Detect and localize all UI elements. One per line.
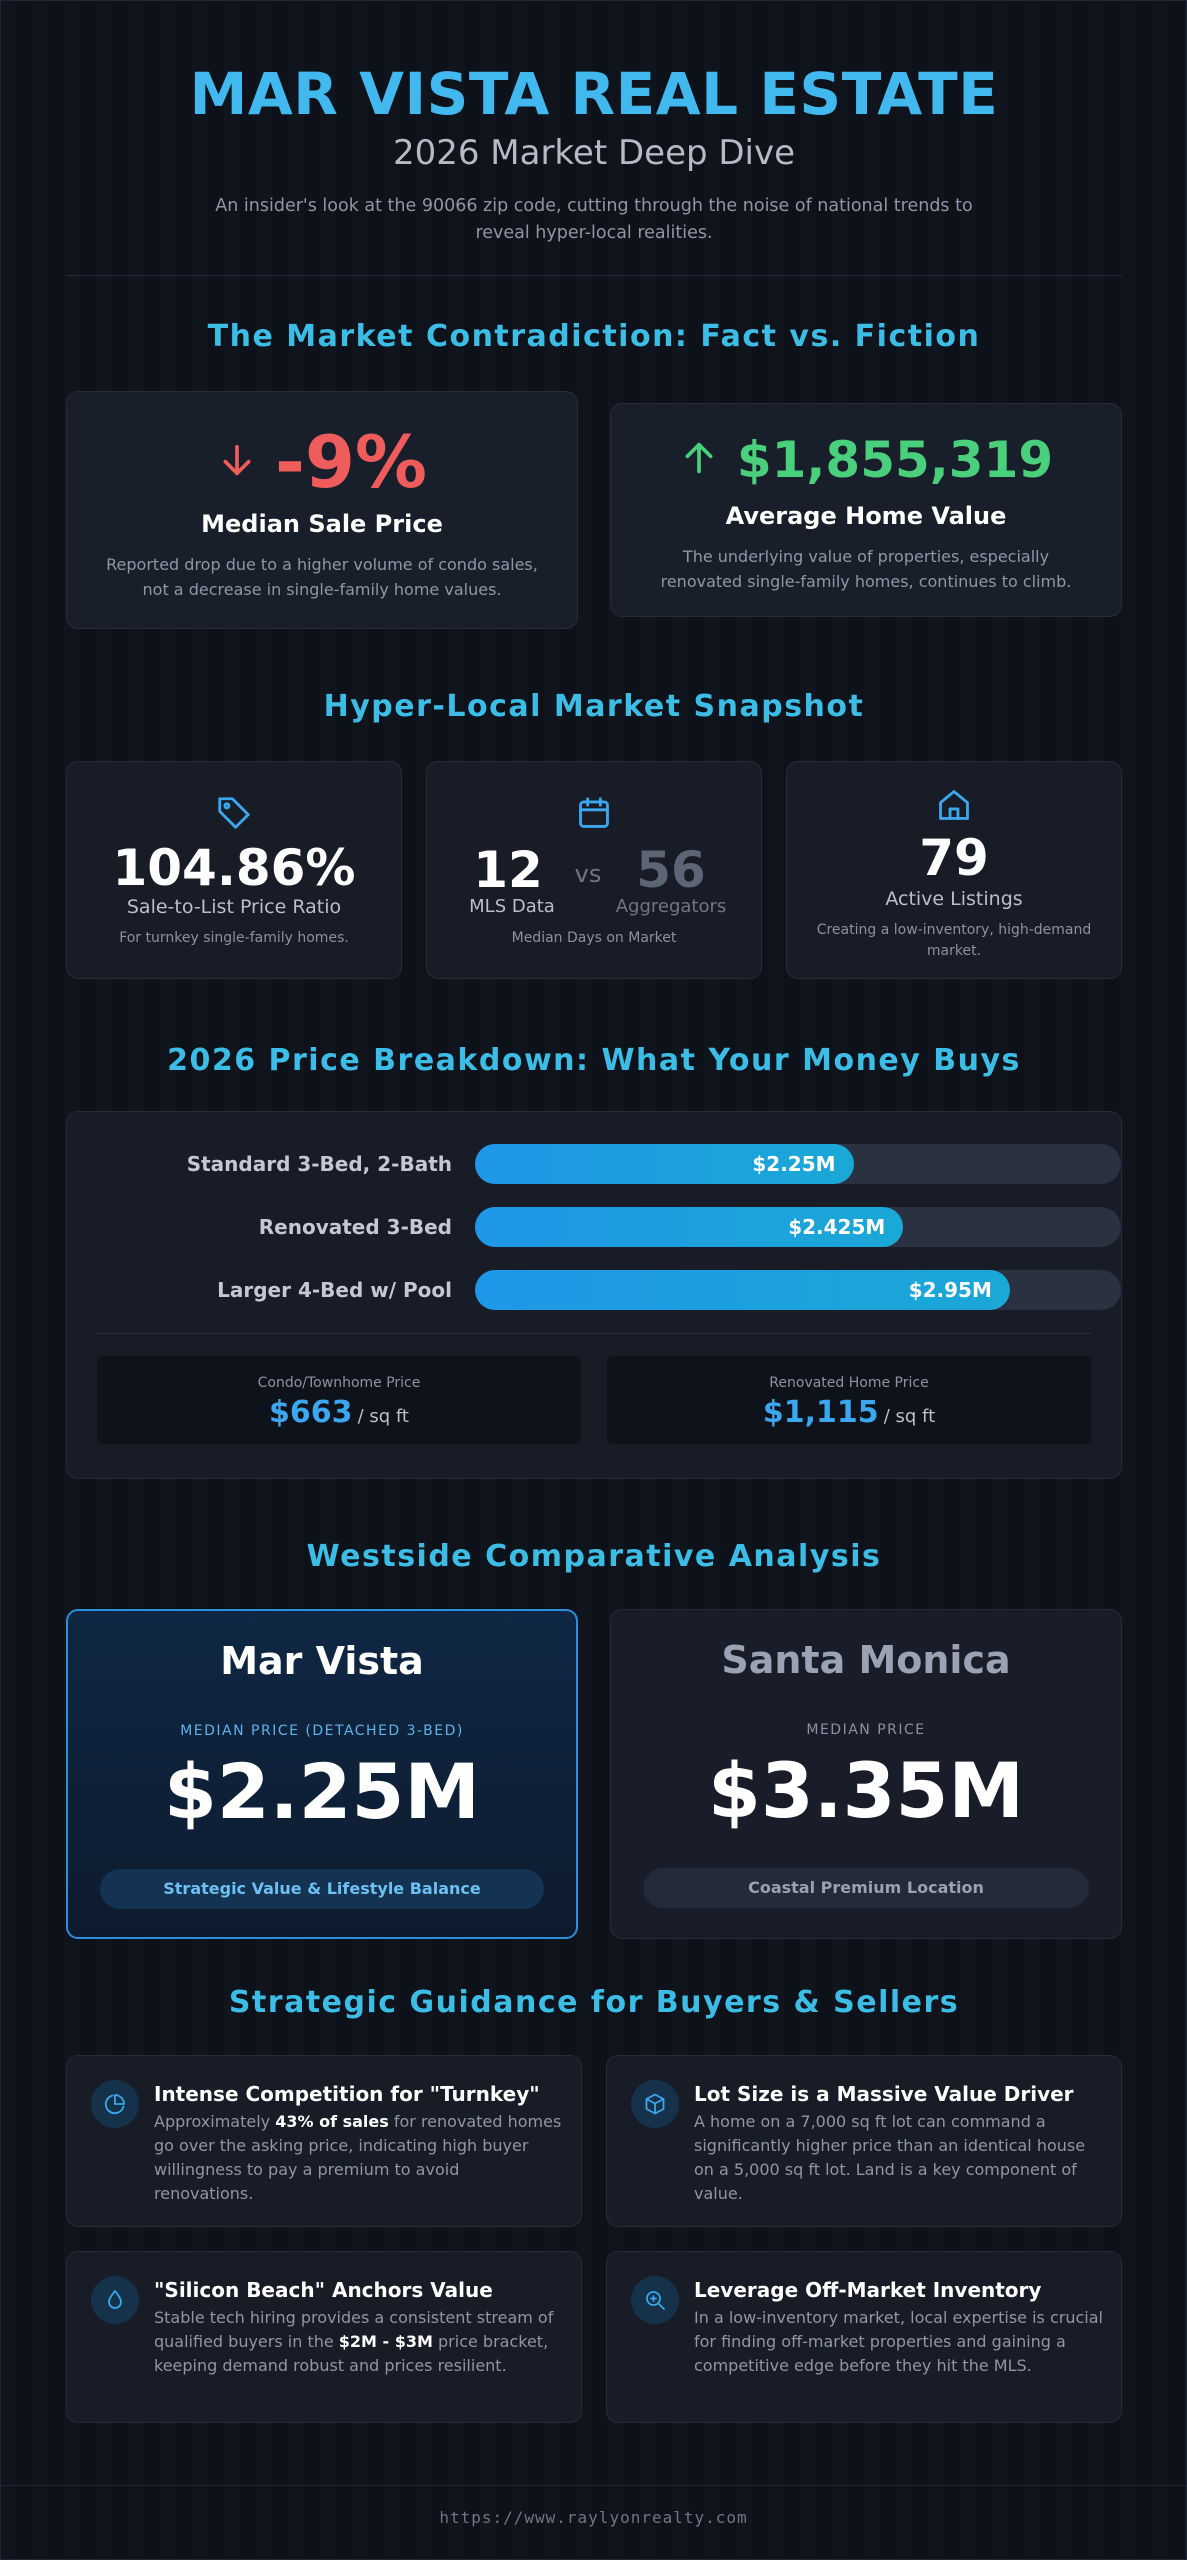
guidance-title: Lot Size is a Massive Value Driver bbox=[694, 2082, 1074, 2106]
condo-price-value: $663 bbox=[269, 1395, 353, 1430]
condo-price-unit: / sq ft bbox=[357, 1406, 409, 1427]
days-on-market-note: Median Days on Market bbox=[511, 930, 677, 946]
section-title-snapshot: Hyper-Local Market Snapshot bbox=[323, 689, 865, 724]
bar-label: Larger 4-Bed w/ Pool bbox=[217, 1278, 452, 1302]
aggregator-days-value: 56 bbox=[636, 841, 706, 899]
section-title-breakdown: 2026 Price Breakdown: What Your Money Bu… bbox=[167, 1043, 1021, 1078]
renovated-price-per-sqft: Renovated Home Price $1,115 / sq ft bbox=[607, 1356, 1091, 1444]
mls-days-value: 12 bbox=[473, 841, 543, 899]
mar-vista-caption: MEDIAN PRICE (DETACHED 3-BED) bbox=[180, 1723, 464, 1739]
tag-icon bbox=[215, 794, 253, 836]
bar-row-standard: Standard 3-Bed, 2-Bath $2.25M bbox=[97, 1144, 1121, 1184]
guidance-card-competition: Intense Competition for "Turnkey" Approx… bbox=[66, 2055, 582, 2227]
vs-label: vs bbox=[574, 860, 602, 888]
search-icon bbox=[631, 2276, 679, 2324]
bar-track: $2.95M bbox=[475, 1270, 1121, 1310]
bar-label: Renovated 3-Bed bbox=[258, 1215, 452, 1239]
footer-url[interactable]: https://www.raylyonrealty.com bbox=[439, 2508, 748, 2527]
santa-monica-tag: Coastal Premium Location bbox=[643, 1868, 1089, 1908]
breakdown-divider bbox=[97, 1333, 1091, 1334]
mar-vista-card: Mar Vista MEDIAN PRICE (DETACHED 3-BED) … bbox=[66, 1609, 578, 1939]
pie-chart-icon bbox=[91, 2080, 139, 2128]
aggregators-label: Aggregators bbox=[615, 896, 727, 917]
mar-vista-price: $2.25M bbox=[163, 1747, 481, 1836]
intro-text: An insider's look at the 90066 zip code,… bbox=[215, 196, 973, 243]
median-sale-price-text: Reported drop due to a higher volume of … bbox=[106, 555, 538, 599]
sale-to-list-label: Sale-to-List Price Ratio bbox=[126, 896, 342, 918]
mar-vista-tag: Strategic Value & Lifestyle Balance bbox=[100, 1869, 544, 1909]
condo-price-label: Condo/Townhome Price bbox=[257, 1375, 421, 1391]
page-subtitle: 2026 Market Deep Dive bbox=[392, 133, 796, 173]
guidance-card-off-market: Leverage Off-Market Inventory In a low-i… bbox=[606, 2251, 1122, 2423]
section-title-contradiction: The Market Contradiction: Fact vs. Ficti… bbox=[207, 319, 981, 354]
condo-price-per-sqft: Condo/Townhome Price $663 / sq ft bbox=[97, 1356, 581, 1444]
santa-monica-price: $3.35M bbox=[707, 1746, 1025, 1835]
guidance-title: Leverage Off-Market Inventory bbox=[694, 2278, 1042, 2302]
arrow-down-icon bbox=[217, 440, 257, 484]
footer-divider bbox=[1, 2485, 1186, 2486]
guidance-text: A home on a 7,000 sq ft lot can command … bbox=[694, 2112, 1086, 2203]
bar-fill: $2.425M bbox=[475, 1207, 904, 1247]
bar-value: $2.95M bbox=[908, 1278, 992, 1302]
droplet-icon bbox=[91, 2276, 139, 2324]
guidance-text: Approximately 43% of sales for renovated… bbox=[154, 2112, 562, 2203]
days-on-market-card: 12 vs 56 MLS Data Aggregators Median Day… bbox=[426, 761, 762, 979]
mar-vista-name: Mar Vista bbox=[220, 1639, 424, 1683]
bar-value: $2.25M bbox=[752, 1152, 836, 1176]
guidance-title: Intense Competition for "Turnkey" bbox=[154, 2082, 540, 2106]
active-listings-value: 79 bbox=[919, 829, 989, 887]
bar-value: $2.425M bbox=[788, 1215, 886, 1239]
santa-monica-card: Santa Monica MEDIAN PRICE $3.35M Coastal… bbox=[610, 1609, 1122, 1939]
section-title-guidance: Strategic Guidance for Buyers & Sellers bbox=[228, 1985, 960, 2020]
section-title-comparative: Westside Comparative Analysis bbox=[306, 1539, 882, 1574]
active-listings-note: Creating a low-inventory, high-demand ma… bbox=[816, 922, 1092, 959]
bar-fill: $2.25M bbox=[475, 1144, 854, 1184]
active-listings-label: Active Listings bbox=[885, 888, 1023, 910]
guidance-card-lot-size: Lot Size is a Massive Value Driver A hom… bbox=[606, 2055, 1122, 2227]
average-home-value-text: The underlying value of properties, espe… bbox=[660, 547, 1072, 591]
sale-to-list-card: 104.86% Sale-to-List Price Ratio For tur… bbox=[66, 761, 402, 979]
average-home-value-card: $1,855,319 Average Home Value The underl… bbox=[610, 403, 1122, 617]
bar-row-renovated: Renovated 3-Bed $2.425M bbox=[97, 1207, 1121, 1247]
arrow-up-icon bbox=[679, 438, 719, 482]
average-home-value-heading: Average Home Value bbox=[725, 502, 1007, 530]
bar-row-larger: Larger 4-Bed w/ Pool $2.95M bbox=[97, 1270, 1121, 1310]
guidance-card-silicon-beach: "Silicon Beach" Anchors Value Stable tec… bbox=[66, 2251, 582, 2423]
santa-monica-name: Santa Monica bbox=[721, 1638, 1011, 1682]
bar-track: $2.25M bbox=[475, 1144, 1121, 1184]
page-header: MAR VISTA REAL ESTATE 2026 Market Deep D… bbox=[66, 59, 1122, 247]
mls-data-label: MLS Data bbox=[469, 896, 555, 917]
bar-label: Standard 3-Bed, 2-Bath bbox=[186, 1152, 452, 1176]
sale-to-list-value: 104.86% bbox=[112, 839, 356, 897]
guidance-title: "Silicon Beach" Anchors Value bbox=[154, 2278, 493, 2302]
brand-title: MAR VISTA REAL ESTATE bbox=[189, 60, 999, 128]
header-divider bbox=[66, 275, 1122, 276]
sale-to-list-note: For turnkey single-family homes. bbox=[119, 930, 349, 946]
guidance-text: In a low-inventory market, local experti… bbox=[694, 2308, 1103, 2375]
guidance-text: Stable tech hiring provides a consistent… bbox=[154, 2308, 554, 2375]
average-home-value: $1,855,319 bbox=[736, 431, 1054, 489]
cube-icon bbox=[631, 2080, 679, 2128]
price-breakdown-card: Standard 3-Bed, 2-Bath $2.25M Renovated … bbox=[66, 1111, 1122, 1479]
renovated-price-unit: / sq ft bbox=[883, 1406, 936, 1427]
median-sale-price-card: -9% Median Sale Price Reported drop due … bbox=[66, 391, 578, 629]
bar-track: $2.425M bbox=[475, 1207, 1121, 1247]
home-icon bbox=[935, 786, 973, 828]
renovated-price-value: $1,115 bbox=[762, 1395, 879, 1430]
calendar-icon bbox=[575, 794, 613, 836]
median-sale-price-heading: Median Sale Price bbox=[201, 510, 443, 538]
median-sale-price-change: -9% bbox=[274, 420, 428, 504]
bar-fill: $2.95M bbox=[475, 1270, 1010, 1310]
active-listings-card: 79 Active Listings Creating a low-invent… bbox=[786, 761, 1122, 979]
santa-monica-caption: MEDIAN PRICE bbox=[806, 1722, 926, 1738]
renovated-price-label: Renovated Home Price bbox=[769, 1375, 929, 1391]
